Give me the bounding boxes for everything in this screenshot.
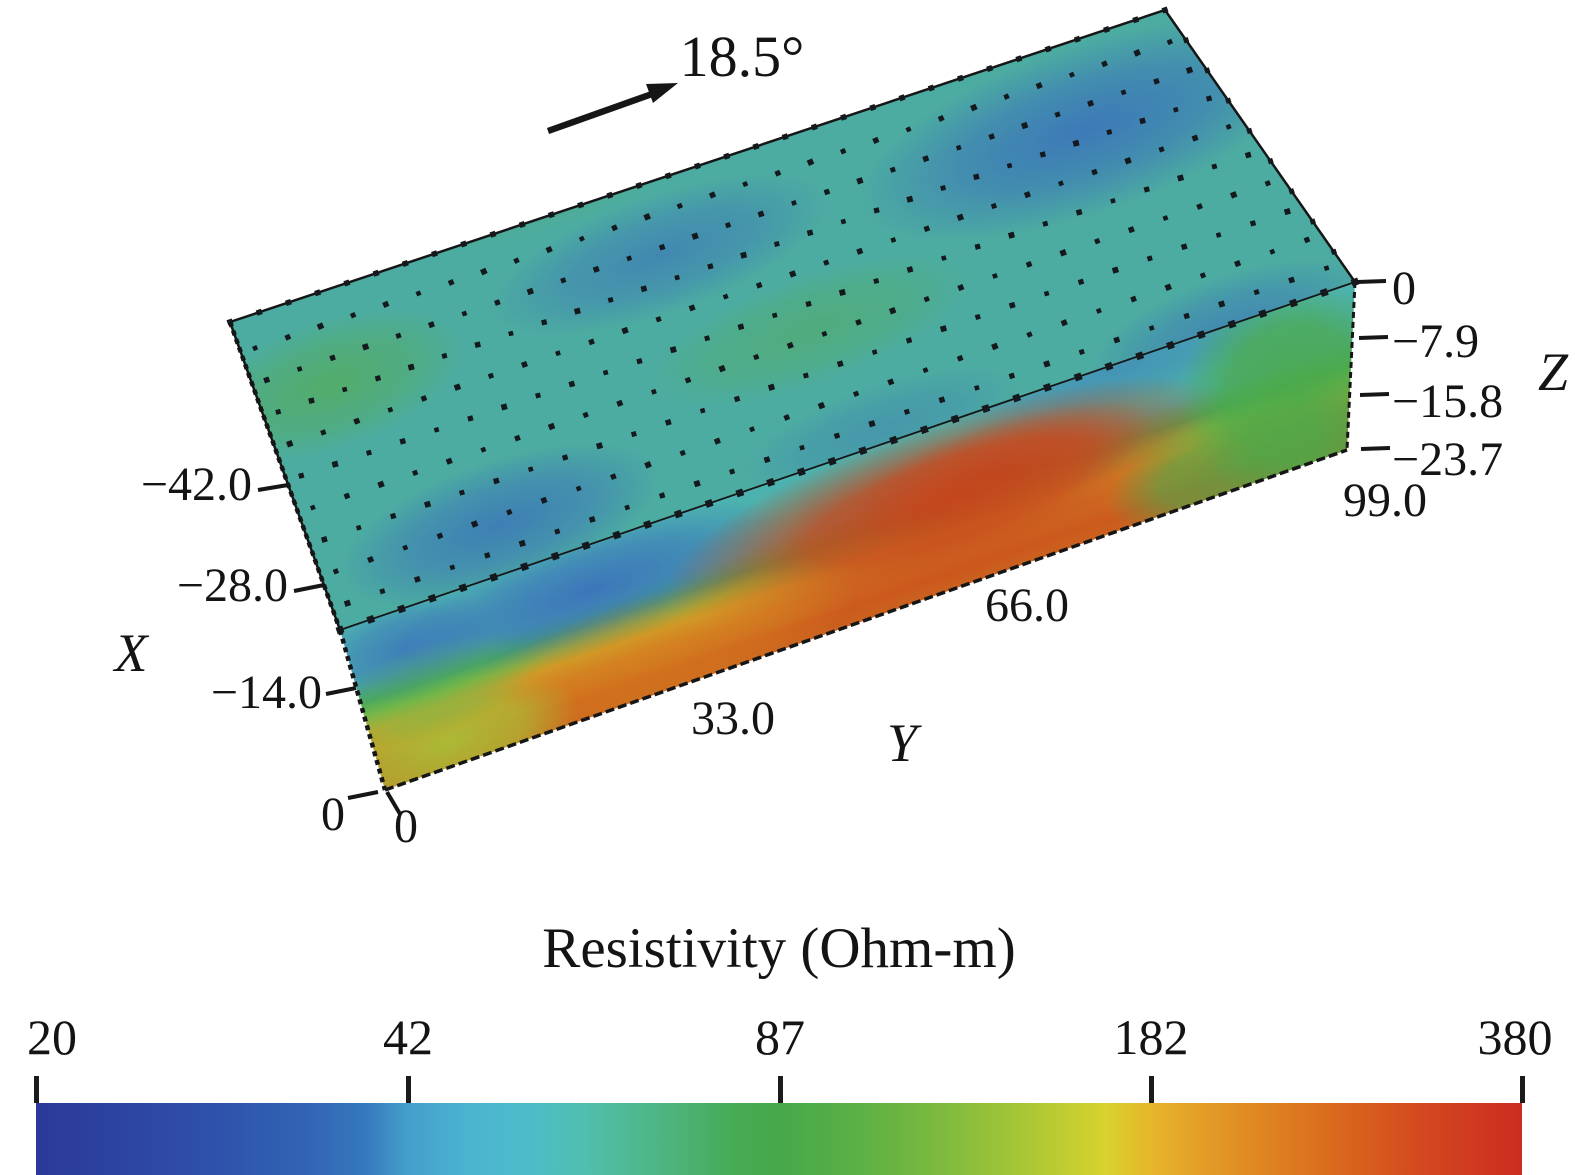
colorbar-tick-mark (777, 1076, 783, 1103)
front-section-face (340, 282, 1355, 790)
colorbar-tick-mark (33, 1076, 39, 1103)
orientation-arrow: 18.5° (546, 24, 805, 135)
x-tick-label: −28.0 (177, 559, 288, 612)
x-tick-label: −42.0 (141, 458, 252, 511)
orientation-angle-label: 18.5° (680, 24, 805, 89)
z-tick-label: −23.7 (1392, 433, 1503, 486)
y-tick-label: 66.0 (985, 579, 1069, 632)
colorbar-title: Resistivity (Ohm-m) (542, 917, 1016, 980)
y-tick-label: 0 (394, 800, 418, 853)
electrode-dot-grid (226, 6, 1360, 635)
z-axis-letter: Z (1538, 342, 1569, 402)
colorbar-tick-label: 20 (27, 1009, 77, 1065)
axis-labels: −42.0 −28.0 −14.0 0 X 0 33.0 66.0 99.0 Y… (113, 262, 1570, 853)
z-tick-label: 0 (1392, 262, 1416, 315)
colorbar-tick-mark (405, 1076, 411, 1103)
colorbar-tick-label: 42 (383, 1009, 433, 1065)
y-tick-label: 99.0 (1343, 474, 1427, 527)
colorbar-tick-mark (1148, 1076, 1154, 1103)
x-axis-letter: X (113, 623, 150, 683)
z-tick-label: −15.8 (1392, 375, 1503, 428)
y-tick-label: 33.0 (691, 692, 775, 745)
colorbar-tick-label: 87 (755, 1009, 805, 1065)
y-axis-letter: Y (887, 713, 922, 773)
colorbar-tick-label: 380 (1477, 1009, 1553, 1065)
arrow-head-icon (646, 83, 678, 103)
arrow-shaft-icon (546, 90, 654, 135)
colorbar-gradient-bar (36, 1103, 1522, 1175)
x-tick-label: 0 (321, 788, 345, 841)
colorbar-tick-label: 182 (1113, 1009, 1189, 1065)
axis-tick-marks (257, 279, 1391, 816)
z-tick-label: −7.9 (1392, 315, 1479, 368)
x-tick-label: −14.0 (211, 666, 322, 719)
colorbar-tick-mark (1519, 1076, 1525, 1103)
